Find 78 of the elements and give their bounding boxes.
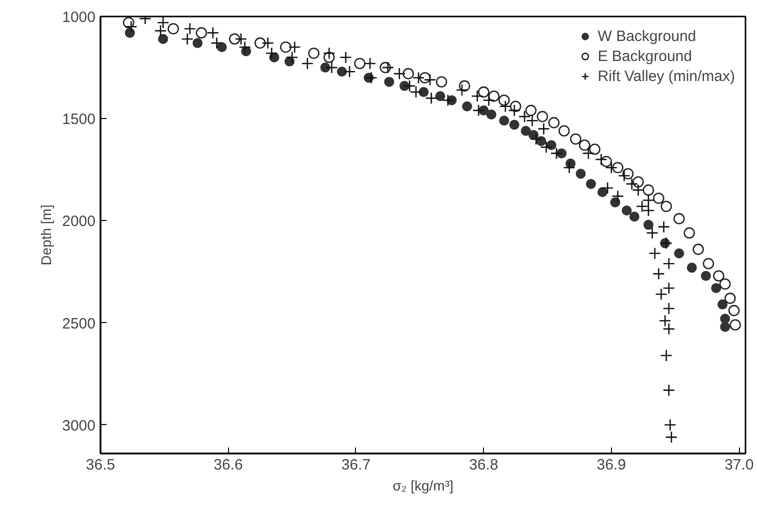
- point: [499, 116, 510, 126]
- point: [436, 76, 448, 88]
- point: [354, 58, 366, 70]
- point: [509, 120, 520, 130]
- point: [196, 27, 208, 38]
- point: [498, 94, 510, 106]
- point: [653, 192, 664, 204]
- legend-label: W Background: [598, 28, 696, 44]
- point: [642, 184, 654, 196]
- y-tick-label: 1500: [62, 111, 96, 128]
- x-tick-label: 36.7: [341, 456, 371, 474]
- point: [720, 314, 730, 324]
- point: [228, 33, 240, 45]
- point: [728, 304, 740, 316]
- point: [570, 133, 582, 145]
- point: [718, 299, 728, 310]
- point: [612, 162, 624, 174]
- point: [536, 110, 548, 122]
- point: [402, 68, 414, 80]
- legend-label: E Background: [598, 48, 692, 64]
- point: [730, 319, 741, 330]
- point: [254, 37, 266, 49]
- y-tick-label: 2500: [62, 315, 96, 332]
- point: [660, 200, 672, 212]
- point: [536, 136, 546, 146]
- point: [486, 110, 496, 120]
- point: [684, 227, 695, 239]
- point: [643, 220, 654, 230]
- point: [418, 87, 429, 98]
- x-tick-label: 36.6: [214, 456, 243, 474]
- point: [622, 206, 632, 216]
- point: [399, 80, 410, 91]
- point: [610, 197, 620, 208]
- point: [578, 140, 590, 151]
- legend-label: Rift Valley (min/max): [598, 68, 735, 84]
- point: [686, 262, 697, 273]
- y-axis-title: Depth [m]: [38, 204, 54, 266]
- point: [700, 270, 711, 281]
- point: [724, 292, 736, 304]
- point: [462, 101, 472, 112]
- point: [674, 248, 684, 258]
- point: [558, 125, 570, 136]
- point: [586, 178, 596, 189]
- point: [435, 91, 446, 102]
- y-tick-label: 1000: [62, 9, 96, 26]
- point: [158, 34, 168, 44]
- point: [597, 187, 608, 198]
- point: [632, 176, 644, 188]
- x-tick-label: 36.5: [86, 456, 116, 474]
- point: [192, 38, 203, 48]
- point: [525, 104, 537, 116]
- y-tick-label: 3000: [62, 417, 96, 434]
- point: [576, 168, 586, 179]
- point: [320, 62, 330, 73]
- point: [168, 23, 179, 34]
- point: [216, 42, 227, 52]
- point: [336, 66, 347, 77]
- x-axis-title: σ₂ [kg/m³]: [392, 478, 454, 494]
- point: [711, 283, 722, 294]
- point: [702, 258, 714, 270]
- point: [713, 270, 724, 282]
- y-tick-label: 2000: [62, 213, 96, 230]
- point: [589, 144, 600, 155]
- point: [384, 76, 394, 87]
- point: [692, 244, 704, 255]
- point: [308, 48, 320, 59]
- point: [520, 126, 531, 136]
- point: [124, 28, 135, 38]
- x-tick-label: 36.8: [469, 456, 498, 474]
- point: [673, 213, 685, 224]
- point: [720, 322, 730, 332]
- point: [629, 212, 640, 222]
- point: [719, 278, 731, 290]
- x-tick-label: 36.9: [596, 456, 626, 474]
- point: [280, 41, 292, 53]
- x-tick-label: 37.0: [724, 456, 754, 474]
- point: [548, 117, 560, 128]
- point: [478, 86, 490, 98]
